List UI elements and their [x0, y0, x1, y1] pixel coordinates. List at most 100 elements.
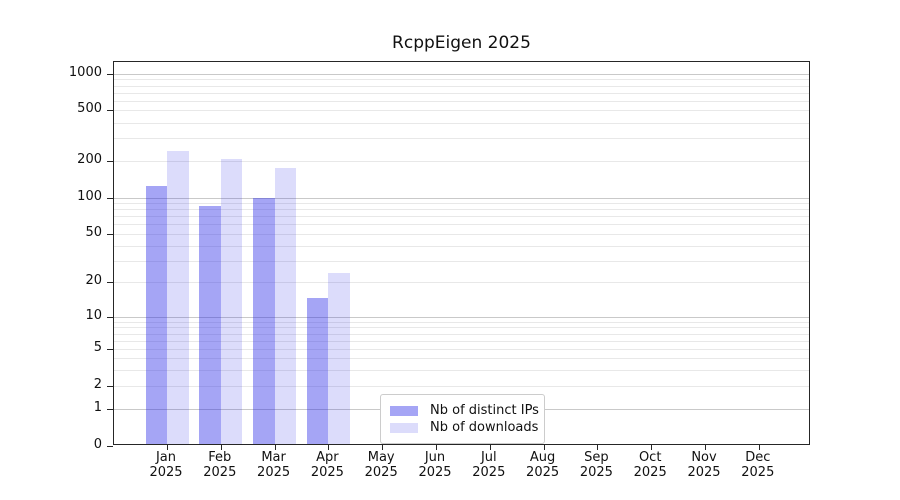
y-tick-label: 200: [77, 151, 102, 167]
legend-swatch-downloads: [390, 422, 418, 433]
x-tick-mark: [705, 445, 706, 450]
y-tick-label: 0: [93, 437, 102, 452]
y-minor-gridline: [114, 216, 809, 218]
x-tick-label: Sep 2025: [564, 450, 628, 480]
x-tick-mark: [167, 445, 168, 450]
legend-box: Nb of distinct IPs Nb of downloads: [380, 394, 545, 444]
x-tick-mark: [382, 445, 384, 450]
legend-entry-label: Nb of downloads: [430, 420, 539, 435]
x-tick-label-month: Sep: [584, 450, 609, 465]
x-tick-label-year: 2025: [149, 465, 183, 480]
y-gridline: [114, 110, 809, 112]
y-tick-label: 50: [85, 224, 102, 240]
y-minor-gridline: [114, 333, 809, 335]
x-tick-mark: [543, 445, 545, 450]
y-tick-mark: [107, 110, 113, 112]
y-minor-gridline: [114, 369, 809, 371]
x-tick-label-year: 2025: [418, 465, 452, 480]
y-minor-gridline: [114, 245, 809, 247]
legend-entry-label: Nb of distinct IPs: [430, 403, 539, 418]
y-tick-label: 20: [85, 273, 102, 289]
y-gridline: [114, 197, 809, 199]
y-minor-gridline: [114, 203, 809, 205]
bar-downloads: [167, 151, 189, 444]
legend-swatch-distinct-ips: [390, 405, 418, 416]
x-tick-label: Oct 2025: [618, 450, 682, 480]
y-minor-gridline: [114, 79, 809, 81]
y-tick-mark: [107, 197, 113, 199]
bar-downloads: [274, 168, 297, 444]
y-gridline: [114, 385, 809, 387]
y-minor-gridline: [114, 85, 809, 87]
x-tick-label: Aug 2025: [511, 450, 575, 480]
x-tick-label-year: 2025: [472, 465, 506, 480]
y-tick-label: 1: [93, 399, 102, 415]
x-tick-mark: [274, 445, 276, 450]
x-tick-label: Dec 2025: [726, 450, 790, 480]
y-tick-mark: [107, 385, 113, 387]
y-minor-gridline: [114, 138, 809, 140]
y-tick-label: 500: [77, 101, 102, 117]
x-axis-tick-labels: Jan 2025 Feb 2025 Mar 2025 Apr 2025 May 2025 Jun 20…: [113, 450, 810, 484]
x-tick-label-year: 2025: [526, 465, 560, 480]
x-tick-label: Jan 2025: [134, 450, 198, 480]
x-tick-label-year: 2025: [687, 465, 721, 480]
x-tick-label-month: Feb: [208, 450, 232, 465]
bar-distinct-ips: [199, 206, 221, 444]
y-minor-gridline: [114, 340, 809, 342]
bar-distinct-ips: [306, 298, 329, 444]
x-tick-label: Apr 2025: [295, 450, 359, 480]
x-tick-label: May 2025: [349, 450, 413, 480]
x-tick-label: Nov 2025: [672, 450, 736, 480]
x-tick-label-month: Jan: [155, 450, 177, 465]
x-tick-label-month: Nov: [691, 450, 717, 465]
bar-downloads: [220, 159, 243, 444]
y-tick-mark: [107, 282, 113, 284]
y-axis-tick-labels: 1000 500 200 100 50 20 10 5 2 1 0: [0, 61, 105, 452]
x-tick-label: Jul 2025: [457, 450, 521, 480]
x-tick-label-month: May: [367, 450, 395, 465]
y-tick-label: 1000: [68, 64, 102, 80]
x-tick-label-month: Oct: [638, 450, 662, 465]
y-tick-label: 5: [93, 340, 102, 356]
x-tick-label: Feb 2025: [188, 450, 252, 480]
y-minor-gridline: [114, 122, 809, 124]
y-tick-mark: [107, 408, 113, 410]
x-tick-label-year: 2025: [741, 465, 775, 480]
x-tick-label-month: Mar: [261, 450, 286, 465]
x-tick-label-year: 2025: [633, 465, 667, 480]
y-tick-label: 2: [93, 376, 102, 392]
y-tick-label: 100: [77, 188, 102, 204]
chart-title: RcppEigen 2025: [392, 33, 531, 53]
x-tick-label-month: Aug: [529, 450, 556, 465]
y-minor-gridline: [114, 260, 809, 262]
y-minor-gridline: [114, 358, 809, 360]
x-tick-mark: [489, 445, 491, 450]
x-tick-label-year: 2025: [257, 465, 291, 480]
y-tick-mark: [107, 446, 113, 447]
y-minor-gridline: [114, 321, 809, 323]
x-tick-mark: [220, 445, 222, 450]
x-tick-mark: [651, 445, 653, 450]
y-gridline: [114, 349, 809, 351]
y-minor-gridline: [114, 327, 809, 329]
y-tick-mark: [107, 160, 113, 162]
y-gridline: [114, 160, 809, 162]
x-tick-label-month: Dec: [745, 450, 771, 465]
x-tick-label-month: Jul: [480, 450, 497, 465]
y-gridline: [114, 316, 809, 318]
bar-distinct-ips: [145, 185, 167, 444]
x-tick-label-year: 2025: [203, 465, 237, 480]
bar-downloads: [328, 273, 350, 444]
y-minor-gridline: [114, 92, 809, 94]
y-minor-gridline: [114, 224, 809, 226]
y-gridline: [114, 73, 809, 75]
y-tick-mark: [107, 316, 113, 318]
x-tick-mark: [436, 445, 437, 450]
y-tick-label: 10: [85, 307, 102, 323]
x-tick-label: Jun 2025: [403, 450, 467, 480]
x-tick-label-month: Apr: [316, 450, 339, 465]
y-minor-gridline: [114, 209, 809, 211]
y-minor-gridline: [114, 100, 809, 102]
